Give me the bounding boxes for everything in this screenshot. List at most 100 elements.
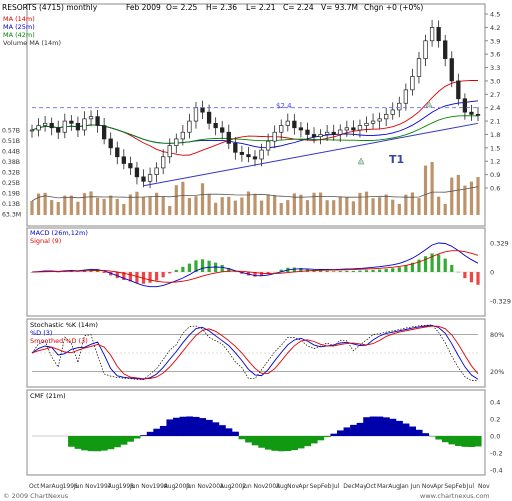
cmf-area-segment bbox=[264, 436, 272, 450]
macd-histogram-bar bbox=[351, 270, 355, 272]
header-high: H= 2.36 bbox=[206, 3, 237, 12]
cmf-area-segment bbox=[369, 416, 377, 436]
candle-up bbox=[167, 145, 172, 158]
stochastic-plot bbox=[31, 324, 479, 381]
cmf-area-segment bbox=[232, 431, 239, 436]
candle-down bbox=[108, 138, 113, 149]
cmf-area-segment bbox=[350, 424, 357, 436]
header-symbol: RESORTS (4715) monthly bbox=[2, 3, 98, 12]
volume-bar bbox=[469, 181, 474, 215]
candle-down bbox=[456, 80, 461, 100]
cmf-area-segment bbox=[225, 428, 233, 436]
stoch-smoothed-line bbox=[31, 325, 479, 380]
cmf-area-segment bbox=[212, 422, 220, 436]
macd-histogram-bar bbox=[148, 272, 152, 283]
volume-tick-label: 0.44B bbox=[2, 149, 20, 156]
x-axis-label: Aug bbox=[388, 483, 400, 490]
cmf-area-segment bbox=[304, 436, 312, 447]
legend-macd: MACD (26m,12m) bbox=[30, 229, 88, 237]
cmf-area-segment bbox=[468, 436, 476, 448]
macd-histogram-bar bbox=[469, 272, 474, 283]
volume-bar bbox=[200, 183, 205, 215]
volume-bar bbox=[345, 197, 349, 215]
candle-down bbox=[292, 120, 297, 129]
macd-histogram-bar bbox=[181, 266, 185, 272]
candle-up bbox=[29, 129, 35, 132]
candle-up bbox=[377, 118, 382, 122]
volume-tick-label: 0.57B bbox=[2, 128, 20, 135]
volume-bar bbox=[43, 192, 47, 215]
macd-histogram-bar bbox=[371, 269, 375, 272]
macd-histogram-bar bbox=[102, 272, 106, 273]
x-axis-label: 2001 bbox=[209, 483, 224, 490]
cmf-area-segment bbox=[218, 425, 226, 436]
macd-histogram-bar bbox=[332, 271, 336, 272]
volume-bar bbox=[69, 195, 73, 215]
candle-up bbox=[259, 149, 264, 160]
macd-tick-label: 0 bbox=[490, 269, 494, 277]
macd-histogram-bar bbox=[345, 270, 349, 272]
x-axis-label: Sep bbox=[444, 483, 456, 490]
x-axis-label: Nov bbox=[422, 483, 434, 490]
x-axis-label: Jul bbox=[466, 483, 475, 490]
volume-bar bbox=[437, 196, 441, 215]
macd-histogram-bar bbox=[220, 264, 224, 272]
x-axis-label: 2000 bbox=[175, 483, 190, 490]
candle-up bbox=[370, 120, 376, 124]
cmf-area-segment bbox=[192, 416, 200, 436]
volume-bar bbox=[56, 202, 60, 215]
candle-up bbox=[193, 107, 199, 122]
volume-bar bbox=[456, 174, 460, 215]
volume-bar bbox=[135, 191, 139, 215]
candle-up bbox=[272, 131, 277, 142]
candle-down bbox=[233, 143, 238, 153]
cmf-area-segment bbox=[422, 433, 430, 436]
volume-bar bbox=[155, 192, 159, 215]
cmf-tick-label: 0.0 bbox=[490, 433, 500, 441]
macd-histogram-bar bbox=[378, 269, 382, 272]
volume-bar bbox=[181, 181, 185, 215]
x-axis-label: Aug bbox=[164, 483, 176, 490]
volume-bar bbox=[299, 194, 303, 215]
volume-bar bbox=[161, 196, 165, 215]
candle-down bbox=[220, 127, 225, 133]
cmf-area-segment bbox=[107, 436, 115, 450]
candle-up bbox=[324, 131, 330, 135]
x-axis-label: Dec bbox=[343, 483, 355, 490]
volume-bar bbox=[63, 195, 67, 215]
ma42-line bbox=[31, 115, 479, 144]
x-axis-label: Aug bbox=[51, 483, 63, 490]
x-axis-label: Jun bbox=[73, 483, 84, 490]
cmf-area-segment bbox=[336, 430, 344, 436]
x-axis-label: Aug bbox=[276, 483, 288, 490]
cmf-area-segment bbox=[277, 436, 285, 452]
macd-histogram-bar bbox=[325, 270, 329, 272]
x-axis-label: Feb bbox=[321, 483, 332, 490]
header-change: Chgn +0 (+0%) bbox=[364, 3, 423, 12]
candle-down bbox=[475, 114, 481, 116]
macd-histogram-bar bbox=[273, 271, 277, 273]
cmf-area-segment bbox=[245, 436, 253, 443]
volume-bar bbox=[253, 193, 257, 215]
candle-down bbox=[351, 127, 356, 131]
cmf-area-segment bbox=[402, 423, 410, 436]
volume-bar bbox=[332, 200, 336, 215]
x-axis-label: May bbox=[355, 483, 368, 490]
cmf-area-segment bbox=[323, 436, 331, 438]
macd-histogram-bar bbox=[318, 270, 323, 272]
signal-marker bbox=[357, 157, 365, 165]
x-axis-label: 2003 bbox=[265, 483, 280, 490]
candle-down bbox=[449, 58, 454, 82]
macd-histogram-bar bbox=[443, 258, 447, 272]
macd-histogram-bar bbox=[391, 268, 395, 272]
candle-down bbox=[121, 156, 126, 164]
volume-bar bbox=[397, 203, 401, 215]
cmf-area-segment bbox=[146, 431, 154, 436]
x-axis-label: Feb bbox=[456, 483, 467, 490]
volume-bar bbox=[259, 200, 264, 215]
candle-up bbox=[285, 120, 290, 126]
cmf-area-segment bbox=[74, 436, 82, 449]
volume-bar bbox=[115, 198, 119, 215]
candle-down bbox=[95, 116, 100, 126]
volume-bar bbox=[174, 185, 178, 215]
